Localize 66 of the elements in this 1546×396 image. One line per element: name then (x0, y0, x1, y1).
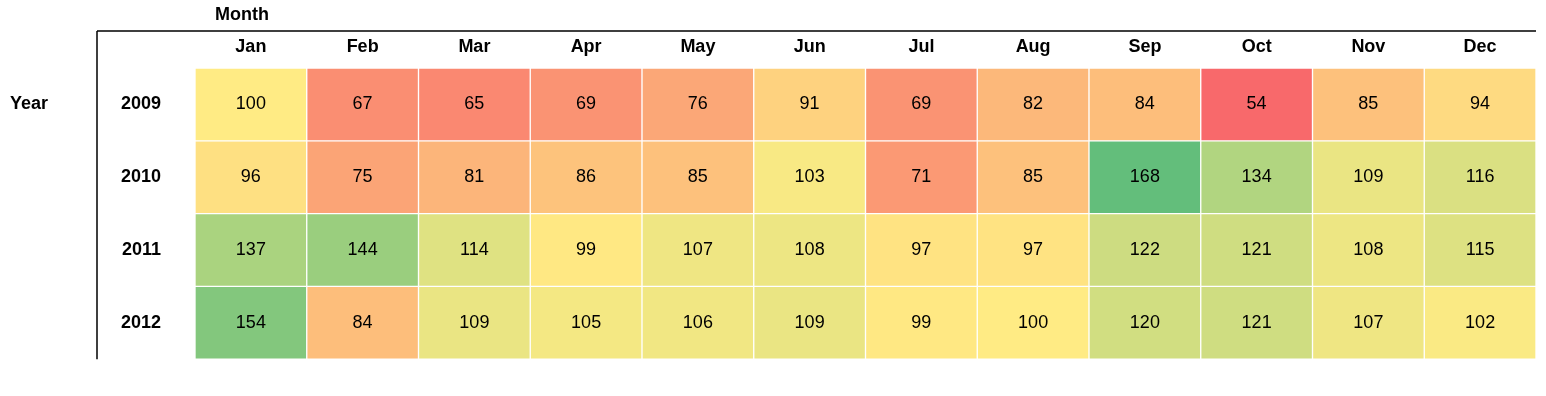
data-label: 81 (464, 166, 485, 187)
data-label: 116 (1465, 166, 1495, 187)
data-label: 69 (576, 93, 597, 114)
data-label: 67 (352, 93, 373, 114)
data-label: 134 (1241, 166, 1272, 187)
data-label: 144 (347, 238, 378, 259)
x-tick-label: Apr (570, 36, 602, 57)
data-label: 99 (911, 311, 932, 332)
data-label: 108 (794, 238, 825, 259)
y-tick-label: 2009 (120, 93, 161, 114)
y-axis-title: Year (10, 93, 49, 114)
data-label: 154 (235, 311, 266, 332)
data-label: 105 (571, 311, 602, 332)
data-label: 120 (1129, 311, 1160, 332)
data-label: 54 (1246, 93, 1267, 114)
data-label: 99 (576, 238, 597, 259)
data-label: 86 (576, 166, 597, 187)
data-label: 115 (1465, 238, 1495, 259)
data-label: 102 (1465, 311, 1496, 332)
x-tick-label: Sep (1128, 36, 1162, 57)
data-label: 103 (794, 166, 825, 187)
x-tick-label: Oct (1241, 36, 1272, 57)
x-tick-label: Jun (793, 36, 826, 57)
x-tick-label: Nov (1351, 36, 1386, 57)
data-label: 76 (687, 93, 708, 114)
data-label: 121 (1241, 238, 1272, 259)
x-tick-label: Jul (908, 36, 935, 57)
data-label: 94 (1470, 93, 1491, 114)
data-label: 71 (911, 166, 932, 187)
data-label: 121 (1241, 311, 1272, 332)
data-label: 109 (1353, 166, 1384, 187)
data-label: 122 (1129, 238, 1160, 259)
x-tick-label: Feb (346, 36, 379, 57)
data-label: 109 (459, 311, 490, 332)
data-label: 84 (1134, 93, 1155, 114)
y-tick-label: 2010 (120, 166, 161, 187)
x-tick-label: May (680, 36, 716, 57)
data-label: 96 (240, 166, 261, 187)
data-label: 97 (1023, 238, 1044, 259)
data-label: 109 (794, 311, 825, 332)
y-tick-label: 2011 (121, 238, 161, 259)
data-label: 100 (1018, 311, 1049, 332)
data-label: 100 (235, 93, 266, 114)
data-label: 108 (1353, 238, 1384, 259)
y-tick-label: 2012 (120, 311, 161, 332)
x-axis-title: Month (215, 3, 269, 24)
data-label: 84 (352, 311, 373, 332)
data-label: 97 (911, 238, 932, 259)
data-label: 137 (235, 238, 266, 259)
data-label: 85 (1358, 93, 1379, 114)
data-label: 107 (682, 238, 713, 259)
data-label: 82 (1023, 93, 1044, 114)
x-tick-label: Jan (235, 36, 267, 57)
data-label: 65 (464, 93, 485, 114)
data-label: 106 (682, 311, 713, 332)
data-label: 75 (352, 166, 373, 187)
data-label: 114 (460, 238, 489, 259)
data-label: 85 (1023, 166, 1044, 187)
data-label: 69 (911, 93, 932, 114)
x-tick-label: Dec (1463, 36, 1497, 57)
data-label: 85 (687, 166, 708, 187)
x-tick-label: Mar (458, 36, 491, 57)
data-label: 168 (1129, 166, 1160, 187)
data-label: 91 (799, 93, 820, 114)
data-label: 107 (1353, 311, 1384, 332)
x-tick-label: Aug (1015, 36, 1051, 57)
